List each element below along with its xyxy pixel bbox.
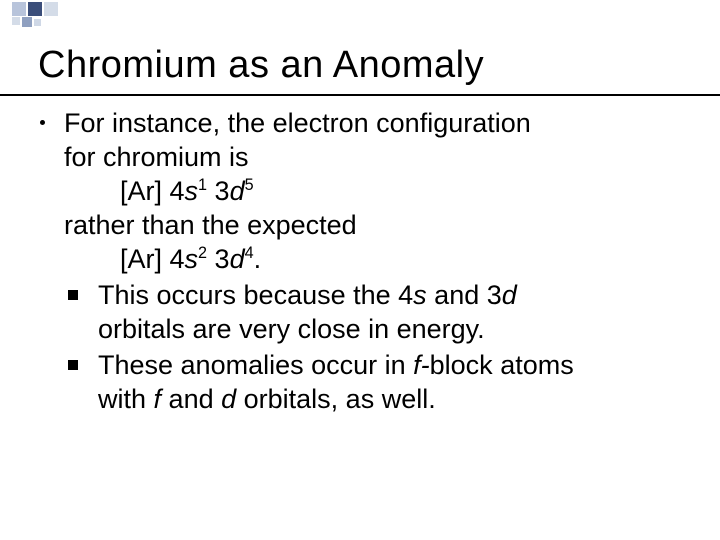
- body-line: This occurs because the 4s and 3d: [64, 278, 684, 312]
- body-line: orbitals are very close in energy.: [64, 312, 684, 346]
- txt: with: [98, 384, 154, 414]
- body-line: These anomalies occur in f-block atoms: [64, 348, 684, 382]
- sup: 1: [198, 176, 207, 194]
- txt: orbitals, as well.: [236, 384, 436, 414]
- txt: [Ar] 4: [120, 176, 185, 206]
- sup: 5: [245, 176, 254, 194]
- bullet-1: For instance, the electron configuration…: [64, 106, 684, 276]
- txt: These anomalies occur in: [98, 350, 413, 380]
- deco-square: [12, 2, 26, 16]
- txt: block atoms: [430, 350, 574, 380]
- deco-square: [12, 17, 20, 25]
- txt: and: [169, 384, 222, 414]
- txt: [Ar] 4: [120, 244, 185, 274]
- deco-square: [44, 2, 58, 16]
- bullet-3: These anomalies occur in f-block atoms w…: [64, 348, 684, 416]
- txt: s: [185, 244, 199, 274]
- title-underline: [0, 94, 720, 96]
- sup: 4: [245, 244, 254, 262]
- sup: 2: [198, 244, 207, 262]
- body-line: For instance, the electron configuration: [64, 106, 684, 140]
- deco-square: [22, 17, 32, 27]
- txt: This occurs because the 4: [98, 280, 413, 310]
- corner-decoration: [0, 0, 720, 28]
- txt: and 3: [427, 280, 502, 310]
- txt: f: [154, 384, 169, 414]
- square-bullet-icon: [68, 290, 78, 300]
- dot-bullet-icon: [40, 120, 45, 125]
- slide-title: Chromium as an Anomaly: [38, 44, 484, 87]
- body-line: rather than the expected: [64, 208, 684, 242]
- txt: 3: [207, 176, 230, 206]
- deco-square: [34, 19, 41, 26]
- deco-square: [28, 2, 42, 16]
- txt: d: [230, 176, 245, 206]
- txt: .: [254, 244, 262, 274]
- square-bullet-icon: [68, 360, 78, 370]
- slide-body: For instance, the electron configuration…: [64, 106, 684, 416]
- body-line: for chromium is: [64, 140, 684, 174]
- config-1: [Ar] 4s1 3d5: [64, 174, 684, 208]
- txt: 3: [207, 244, 230, 274]
- txt: s: [413, 280, 427, 310]
- config-2: [Ar] 4s2 3d4.: [64, 242, 684, 276]
- bullet-2: This occurs because the 4s and 3d orbita…: [64, 278, 684, 346]
- txt: d: [502, 280, 517, 310]
- txt: f-: [413, 350, 430, 380]
- body-line: with f and d orbitals, as well.: [64, 382, 684, 416]
- txt: d: [230, 244, 245, 274]
- txt: s: [185, 176, 199, 206]
- txt: d: [221, 384, 236, 414]
